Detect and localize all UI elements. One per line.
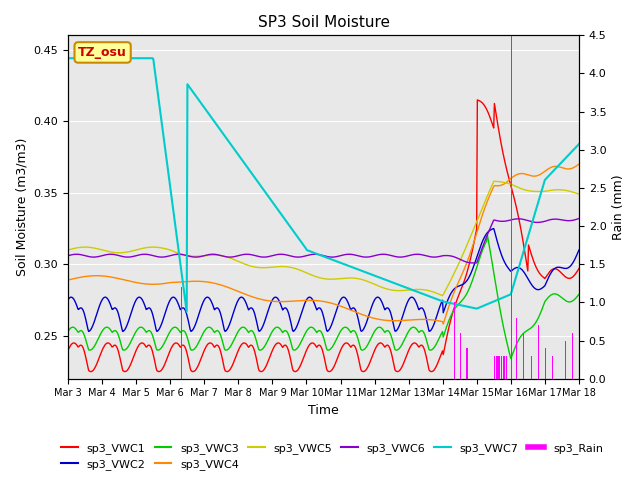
Y-axis label: Rain (mm): Rain (mm) [612, 174, 625, 240]
Title: SP3 Soil Moisture: SP3 Soil Moisture [257, 15, 390, 30]
X-axis label: Time: Time [308, 404, 339, 417]
Y-axis label: Soil Moisture (m3/m3): Soil Moisture (m3/m3) [15, 138, 28, 276]
Text: TZ_osu: TZ_osu [78, 46, 127, 59]
Legend: sp3_VWC1, sp3_VWC2, sp3_VWC3, sp3_VWC4, sp3_VWC5, sp3_VWC6, sp3_VWC7, sp3_Rain: sp3_VWC1, sp3_VWC2, sp3_VWC3, sp3_VWC4, … [57, 438, 607, 474]
